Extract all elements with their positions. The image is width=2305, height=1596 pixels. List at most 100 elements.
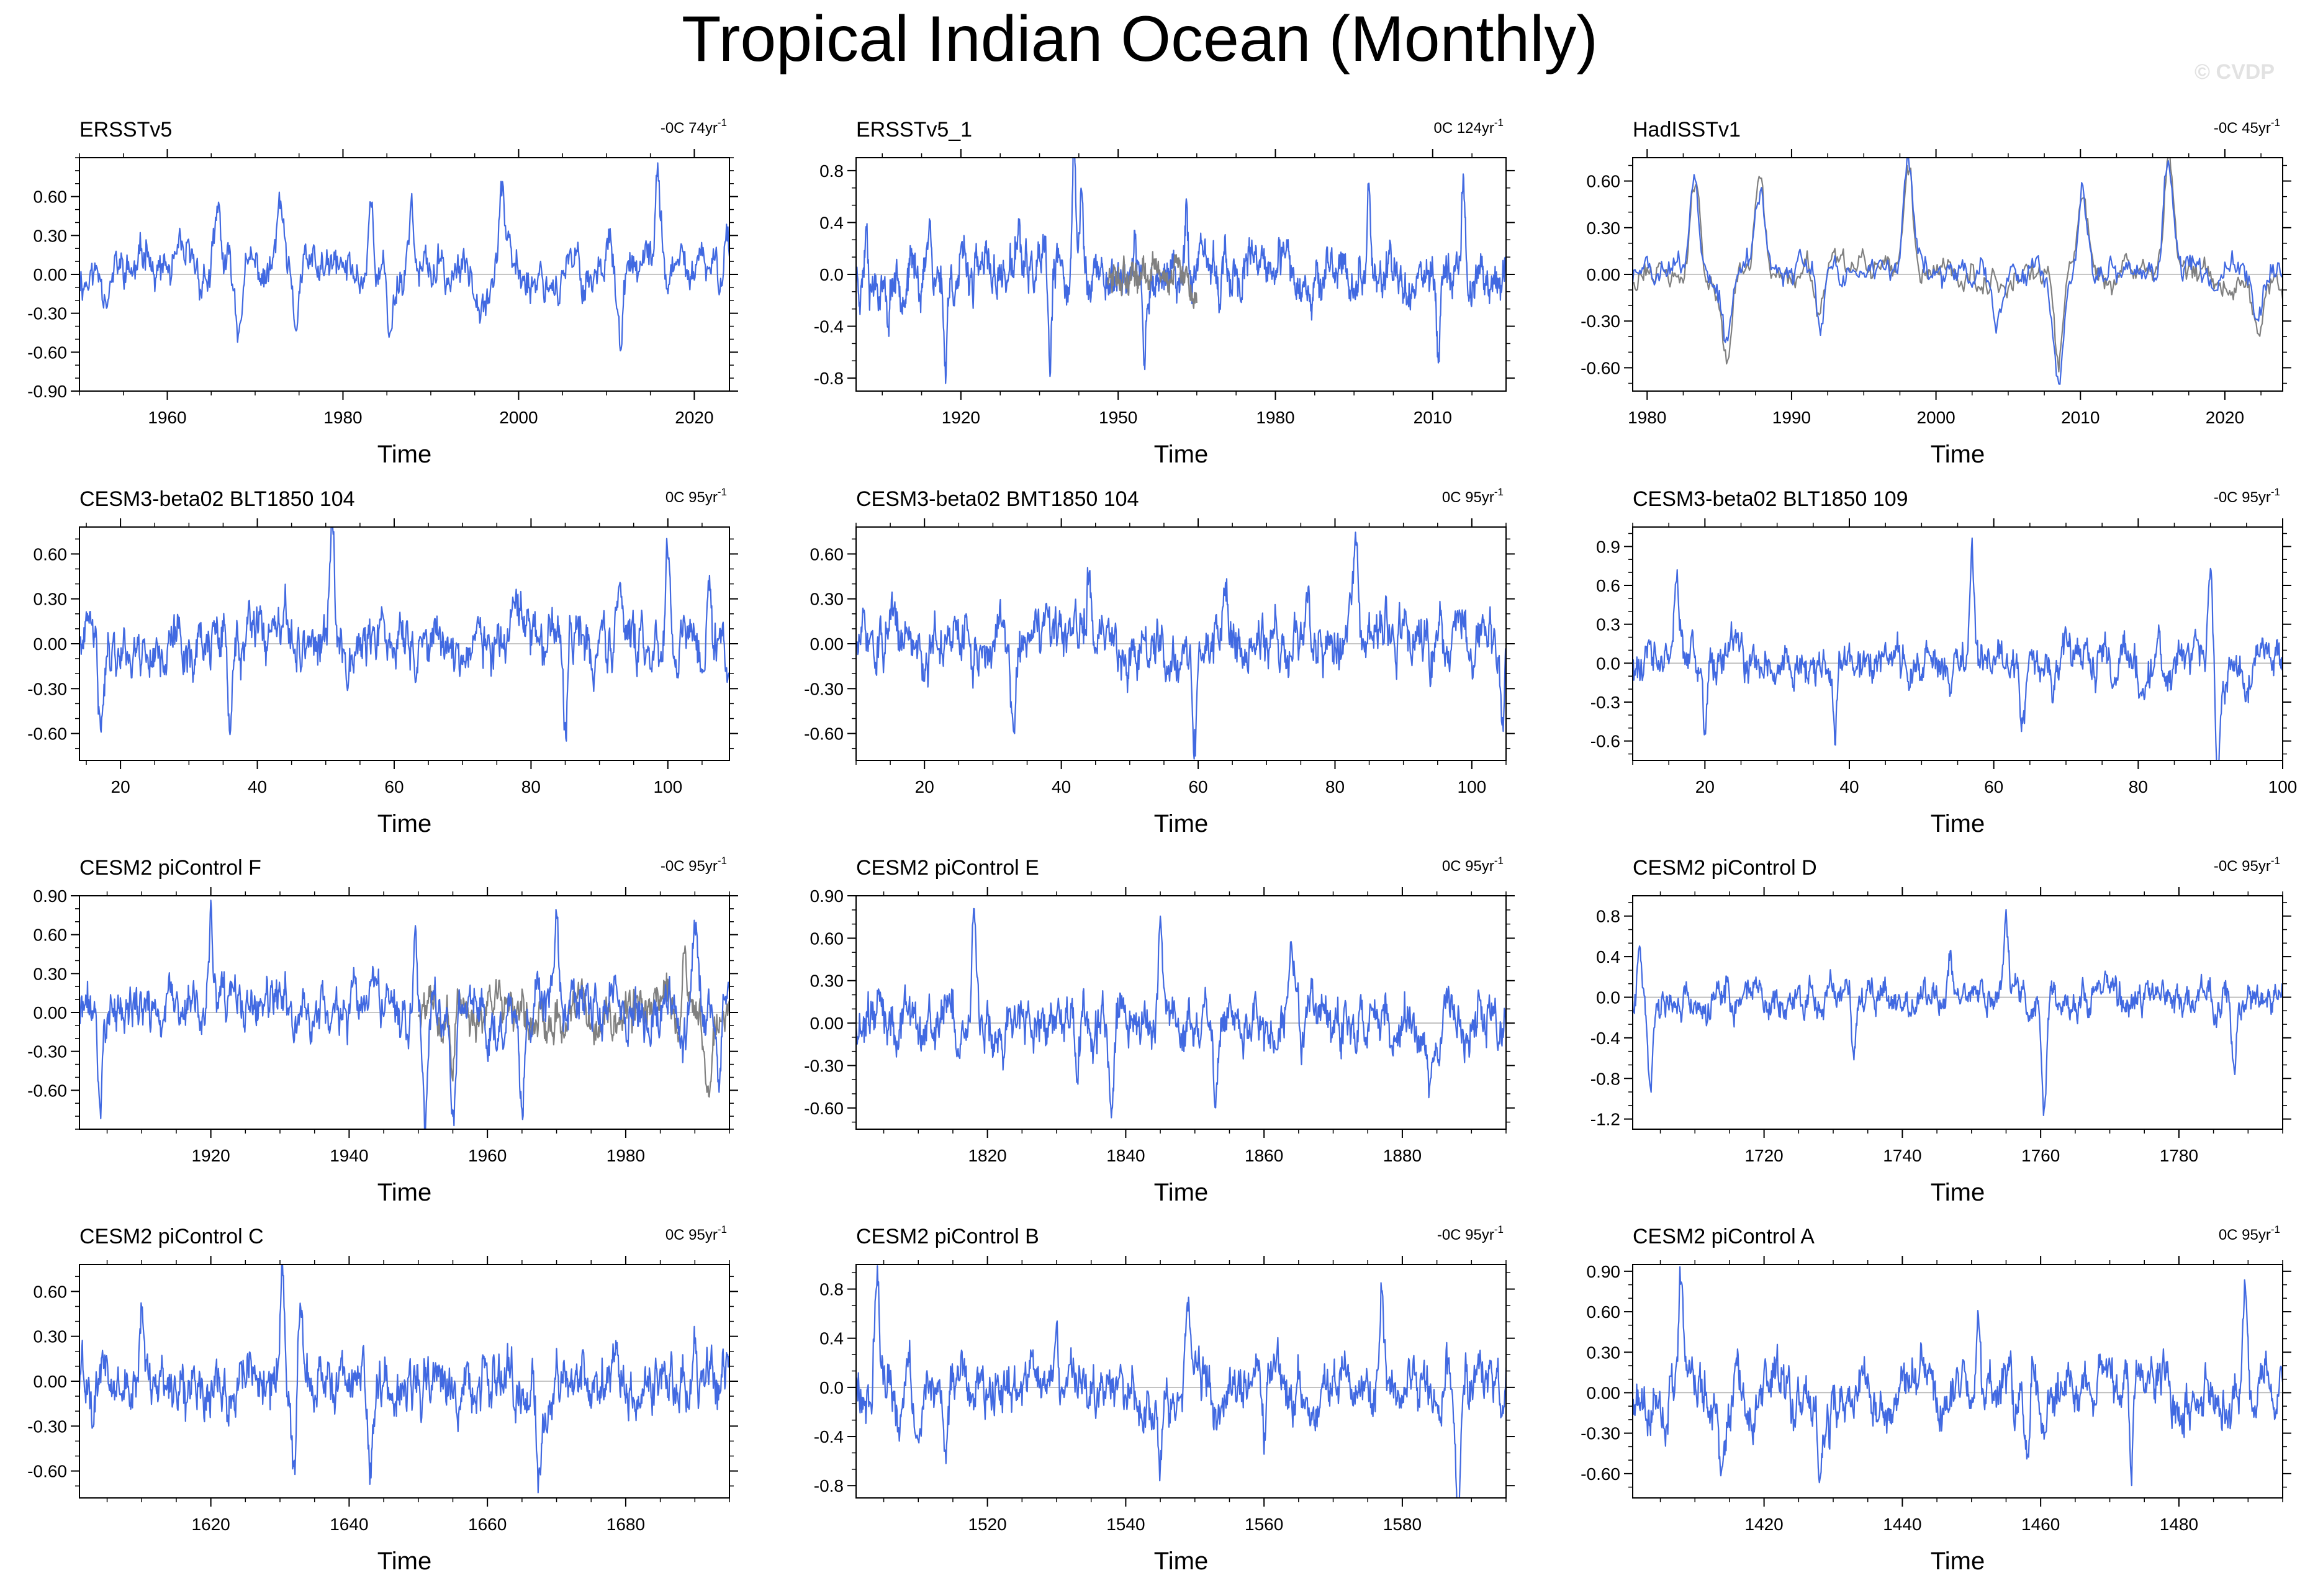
x-axis-label: Time <box>1931 1179 1985 1206</box>
series-group <box>856 531 1506 760</box>
series-line <box>1633 158 2283 385</box>
x-tick-label: 80 <box>2129 777 2148 796</box>
chart-panel: ERSSTv5 -0C 74yr-1 -0.90 -0.60 -0.30 0.00 0.30… <box>27 117 738 468</box>
x-tick-label: 1820 <box>968 1146 1006 1165</box>
series-group <box>79 527 729 742</box>
series-line <box>1633 1266 2283 1487</box>
y-tick-label: 0.30 <box>1587 219 1621 238</box>
y-tick-label: 0.60 <box>34 926 68 945</box>
y-tick-label: -0.30 <box>27 1417 67 1436</box>
x-tick-label: 1460 <box>2021 1515 2060 1534</box>
plot-frame <box>1632 895 2283 1130</box>
trend-label: -0C 74yr-1 <box>661 117 727 137</box>
trend-label: -0C 95yr-1 <box>2214 855 2280 875</box>
y-tick-label: -0.4 <box>814 317 844 336</box>
x-axis-label: Time <box>377 1179 431 1206</box>
y-tick-label: 0.90 <box>810 886 844 906</box>
x-tick-label: 1640 <box>330 1515 368 1534</box>
y-tick-label: -0.60 <box>1581 1464 1620 1484</box>
y-tick-label: 0.00 <box>34 634 68 654</box>
trend-exponent: -1 <box>2271 1224 2280 1235</box>
y-tick-label: -0.4 <box>814 1427 844 1446</box>
chart-panel: CESM3-beta02 BLT1850 109 -0C 95yr-1 -0.6 -0… <box>1590 486 2298 837</box>
trend-exponent: -1 <box>718 117 727 128</box>
y-tick-label: -0.60 <box>27 1081 67 1100</box>
y-tick-label: 0.00 <box>34 265 68 284</box>
series-group <box>856 1265 1506 1498</box>
x-tick-label: 1960 <box>468 1146 507 1165</box>
x-tick-label: 1440 <box>1883 1515 1921 1534</box>
y-tick-label: 0.60 <box>34 187 68 207</box>
y-tick-label: 0.00 <box>34 1372 68 1391</box>
chart-panel: ERSSTv5_1 0C 124yr-1 -0.8 -0.4 0.0 0.4 0.8 1920… <box>814 117 1515 468</box>
x-tick-label: 1980 <box>1628 408 1666 427</box>
series-line <box>856 531 1506 760</box>
series-line <box>856 158 1506 384</box>
x-tick-label: 60 <box>1984 777 2003 796</box>
x-tick-label: 1980 <box>323 408 362 427</box>
y-tick-label: -0.30 <box>804 679 844 698</box>
y-tick-label: 0.60 <box>34 544 68 564</box>
y-tick-label: 0.30 <box>34 590 68 609</box>
series-line <box>1633 537 2283 760</box>
y-tick-label: 0.00 <box>810 1014 844 1033</box>
x-tick-label: 2010 <box>1414 408 1452 427</box>
y-tick-label: 0.60 <box>34 1282 68 1301</box>
panel-title: CESM2 piControl E <box>856 856 1039 880</box>
y-tick-label: 0.30 <box>810 972 844 991</box>
plot-frame <box>855 895 1507 1130</box>
trend-exponent: -1 <box>1494 117 1504 128</box>
trend-label: 0C 95yr-1 <box>665 486 727 506</box>
y-tick-label: 0.8 <box>1596 907 1620 926</box>
y-tick-label: 0.60 <box>1587 172 1621 191</box>
y-tick-label: -0.60 <box>804 1099 844 1118</box>
x-tick-label: 100 <box>1458 777 1487 796</box>
x-axis-label: Time <box>377 810 431 837</box>
x-tick-label: 1620 <box>191 1515 230 1534</box>
x-tick-label: 20 <box>1695 777 1715 796</box>
x-tick-label: 1680 <box>607 1515 645 1534</box>
x-tick-label: 1420 <box>1744 1515 1783 1534</box>
x-tick-label: 2020 <box>675 408 713 427</box>
panel-title: CESM2 piControl D <box>1633 856 1817 880</box>
x-tick-label: 2000 <box>499 408 538 427</box>
series-group <box>856 908 1506 1119</box>
x-tick-label: 1540 <box>1106 1515 1145 1534</box>
trend-exponent: -1 <box>1494 855 1504 867</box>
y-tick-label: -0.60 <box>804 724 844 744</box>
plot-frame <box>855 1264 1507 1499</box>
trend-exponent: -1 <box>1494 1224 1504 1235</box>
x-tick-label: 1480 <box>2160 1515 2198 1534</box>
trend-exponent: -1 <box>2271 117 2280 128</box>
x-tick-label: 2010 <box>2061 408 2100 427</box>
x-tick-label: 100 <box>2268 777 2298 796</box>
x-tick-label: 2000 <box>1916 408 1955 427</box>
y-tick-label: -0.60 <box>27 1462 67 1481</box>
trend-exponent: -1 <box>718 855 727 867</box>
x-tick-label: 1960 <box>148 408 186 427</box>
y-tick-label: 0.30 <box>34 964 68 983</box>
x-tick-label: 20 <box>915 777 934 796</box>
y-tick-label: -0.60 <box>27 343 67 362</box>
panel-title: CESM2 piControl B <box>856 1225 1039 1248</box>
trend-label: -0C 45yr-1 <box>2214 117 2280 137</box>
y-tick-label: 0.00 <box>1587 265 1621 284</box>
y-tick-label: 0.60 <box>810 929 844 948</box>
trend-label: 0C 124yr-1 <box>1433 117 1504 137</box>
panel-title: CESM2 piControl C <box>79 1225 264 1248</box>
y-tick-label: 0.00 <box>1587 1383 1621 1402</box>
y-tick-label: 0.00 <box>810 634 844 654</box>
x-axis-label: Time <box>1931 441 1985 468</box>
y-tick-label: -0.4 <box>1590 1029 1620 1048</box>
y-tick-label: 0.00 <box>34 1003 68 1022</box>
y-tick-label: -0.6 <box>1590 732 1620 751</box>
y-tick-label: -0.60 <box>1581 358 1620 377</box>
trend-exponent: -1 <box>2271 855 2280 867</box>
x-tick-label: 1920 <box>191 1146 230 1165</box>
y-tick-label: 0.4 <box>819 213 844 232</box>
y-tick-label: 0.4 <box>1596 947 1620 967</box>
chart-panel: HadISSTv1 -0C 45yr-1 -0.60 -0.30 0.00 0.30 0.6… <box>1581 117 2291 468</box>
x-axis-label: Time <box>1154 441 1208 468</box>
series-line <box>79 1265 729 1494</box>
trend-label: -0C 95yr-1 <box>1437 1224 1504 1243</box>
